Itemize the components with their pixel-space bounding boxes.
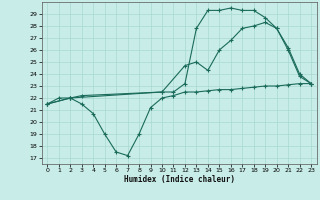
X-axis label: Humidex (Indice chaleur): Humidex (Indice chaleur) [124, 175, 235, 184]
